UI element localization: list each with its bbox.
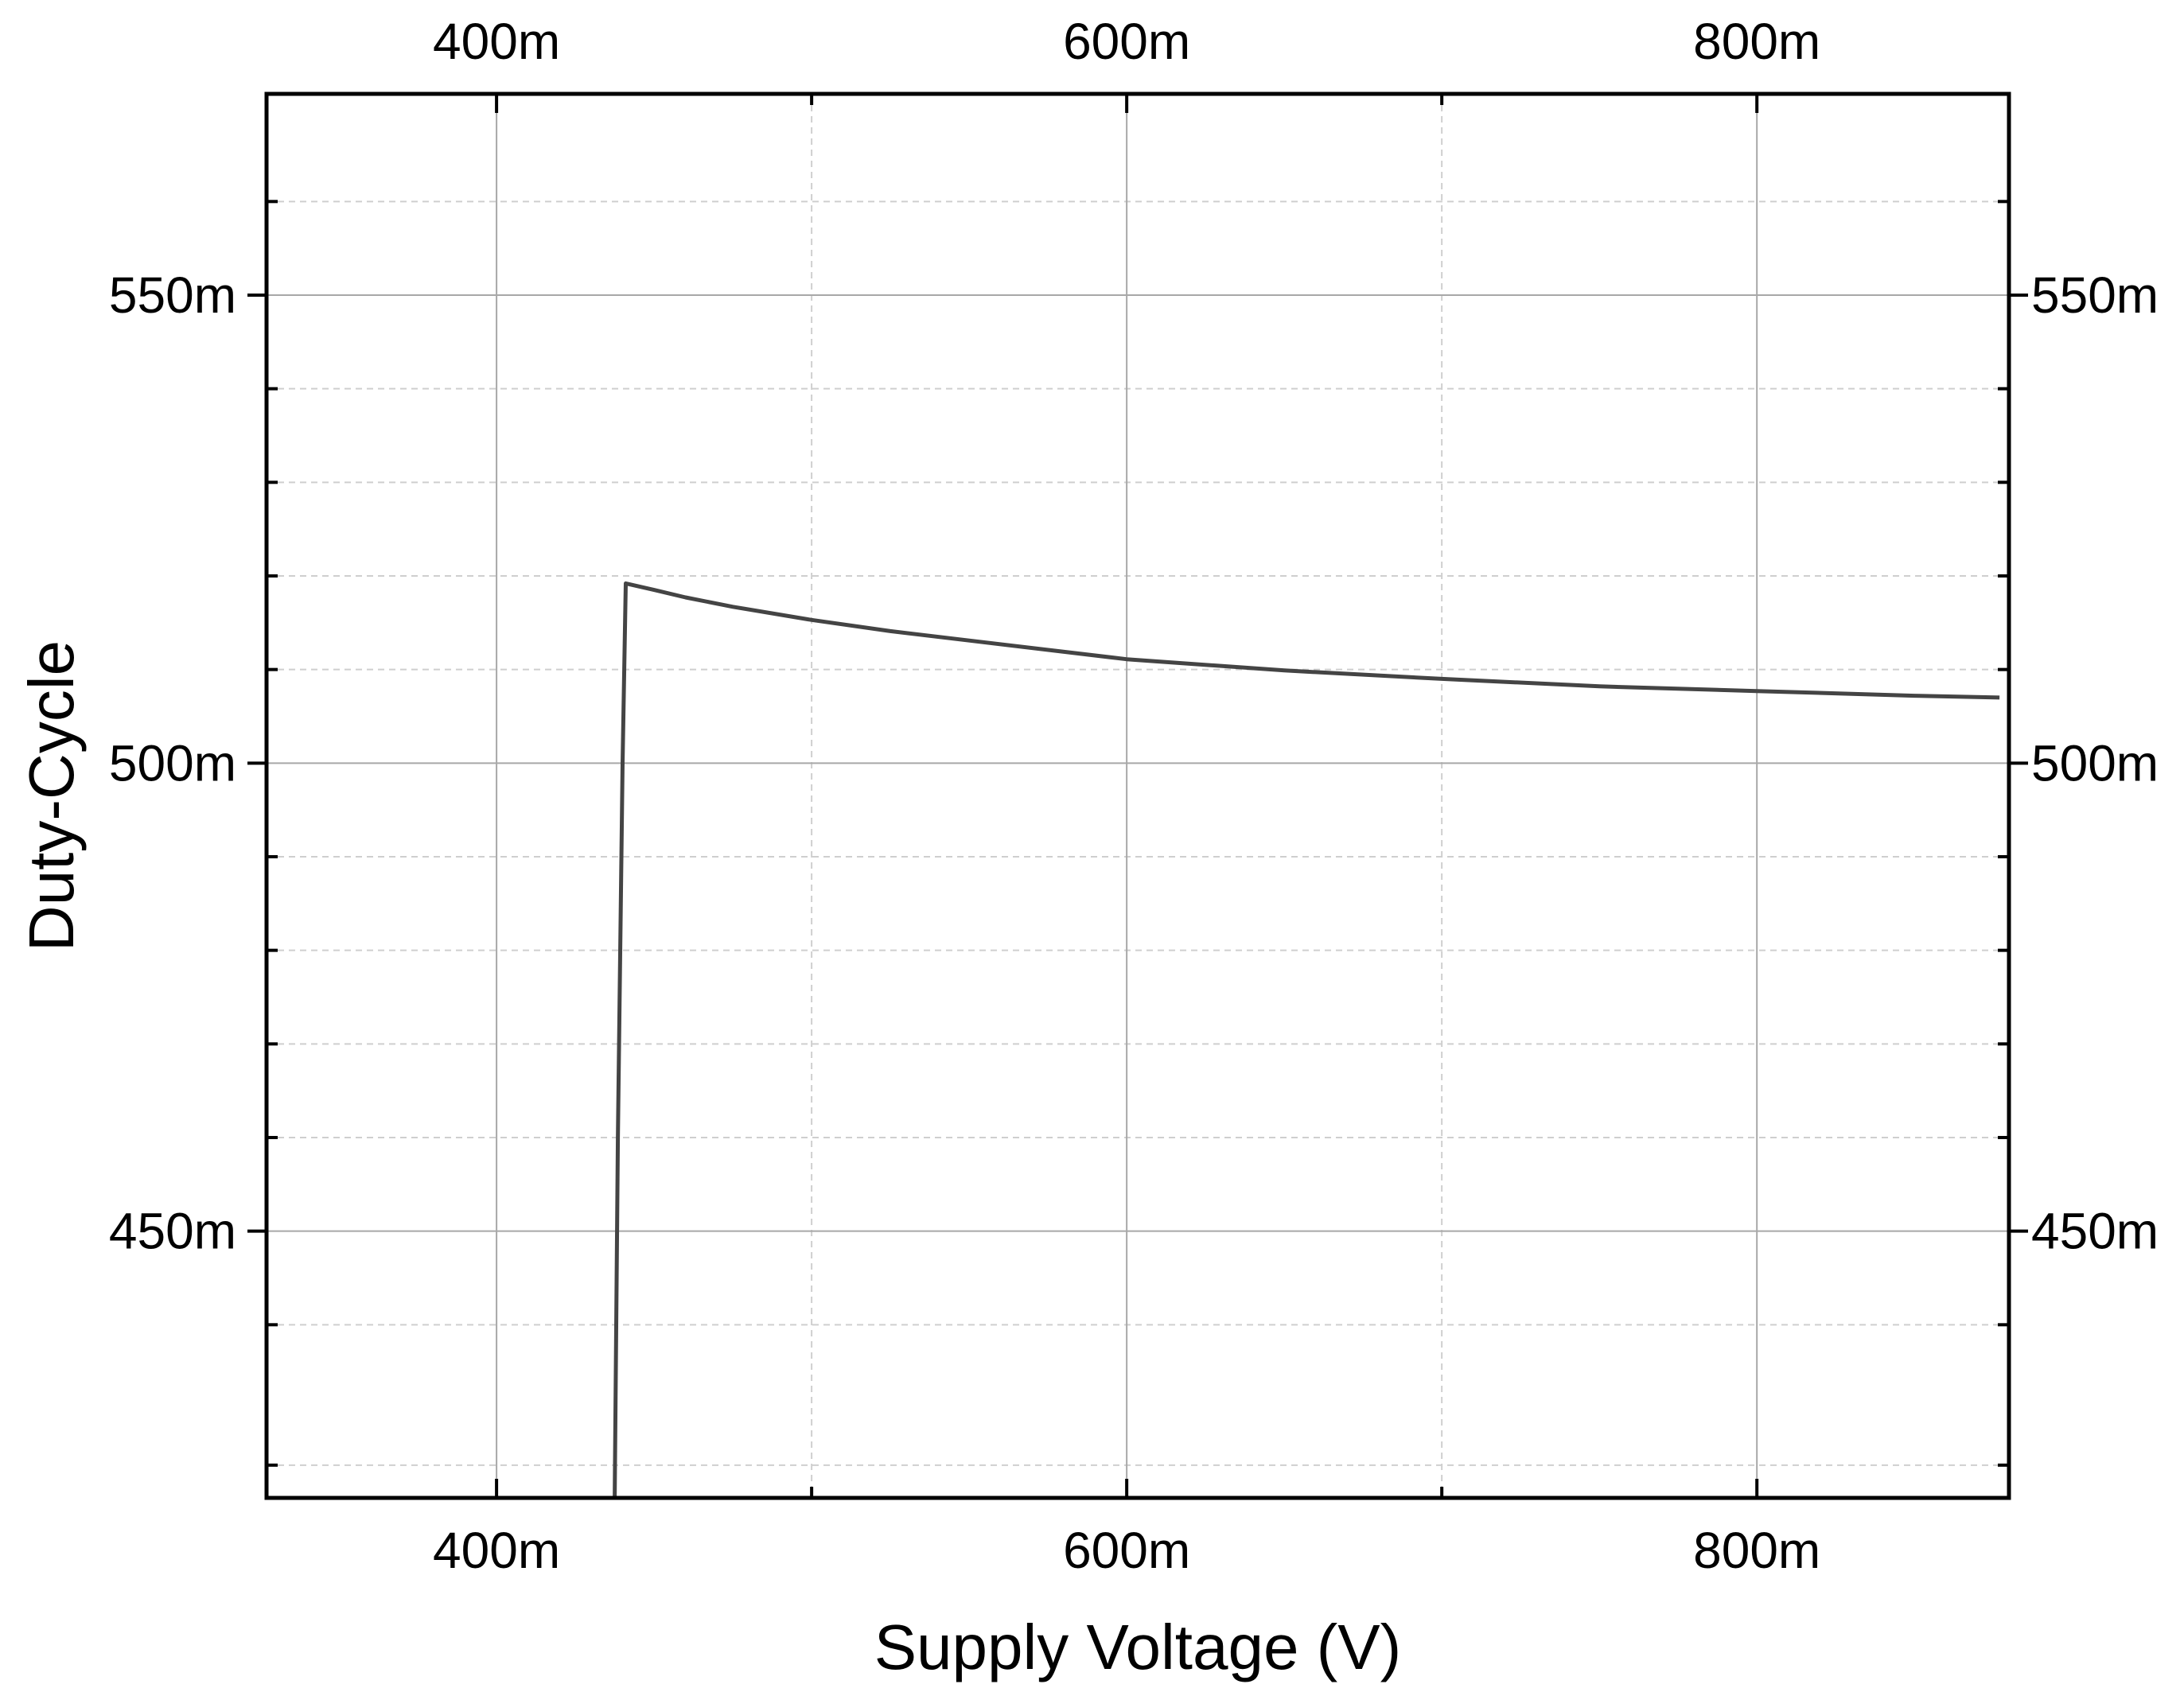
label-layer: 400m 400m 600m 600m 800m 800m 450m 450m 500m 500m… [109,13,2159,1579]
x-tick-label-bottom: 600m [1063,1522,1190,1579]
y-tick-label-left: 500m [109,734,236,792]
y-tick-label-right: 500m [2031,734,2159,792]
tick-layer [247,94,2028,1498]
x-axis-title: Supply Voltage (V) [874,1612,1402,1682]
x-tick-label-top: 600m [1063,13,1190,70]
y-tick-label-left: 550m [109,266,236,324]
duty-cycle-series-line [613,581,2000,1499]
y-tick-label-left: 450m [109,1203,236,1260]
x-tick-label-top: 400m [433,13,560,70]
y-tick-label-right: 450m [2031,1203,2159,1260]
x-tick-label-bottom: 800m [1693,1522,1820,1579]
x-tick-label-bottom: 400m [433,1522,560,1579]
y-axis-title: Duty-Cycle [16,640,87,951]
y-tick-label-right: 550m [2031,266,2159,324]
x-tick-label-top: 800m [1693,13,1820,70]
grid-layer [267,94,2009,1498]
plot-frame [264,91,2011,1500]
series-layer [613,581,2000,1499]
